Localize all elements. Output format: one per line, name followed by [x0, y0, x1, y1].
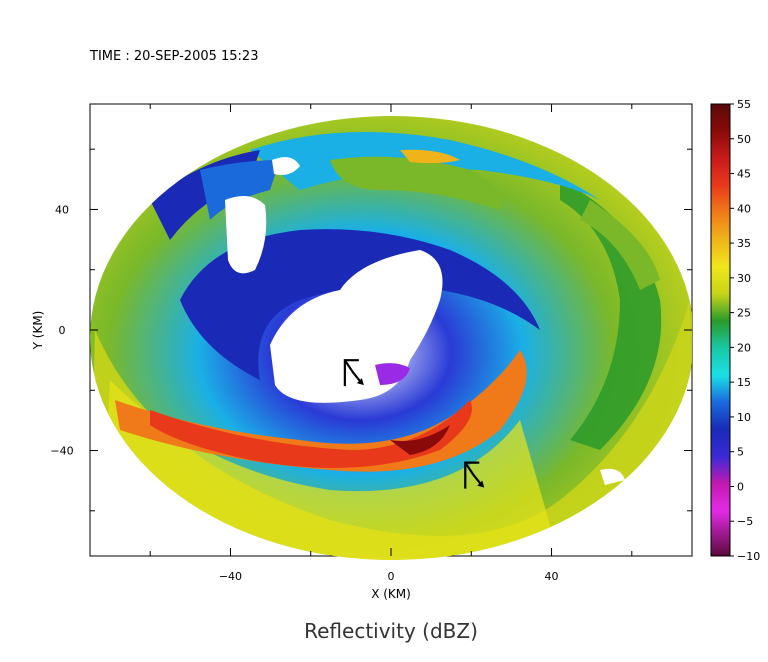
colorbar-tick-label: 0 — [737, 480, 744, 493]
colorbar-tick-label: 15 — [737, 376, 751, 389]
colorbar-tick-label: 30 — [737, 272, 751, 285]
chart-title: Reflectivity (dBZ) — [304, 619, 478, 643]
colorbar-tick-label: −10 — [737, 550, 760, 563]
colorbar-tick-label: 10 — [737, 411, 751, 424]
storm-center-marker — [343, 359, 364, 387]
secondary-marker — [464, 461, 485, 489]
x-axis-ticks: −40 0 40 — [149, 104, 633, 583]
colorbar — [710, 103, 731, 557]
colorbar-tick-label: 40 — [737, 202, 751, 215]
x-axis-label: X (KM) — [371, 587, 411, 601]
colorbar-tick-label: 35 — [737, 237, 751, 250]
colorbar-tick-label: 20 — [737, 341, 751, 354]
y-axis-ticks: 40 0 −40 — [50, 148, 692, 512]
colorbar-tick-label: 45 — [737, 168, 751, 181]
colorbar-tick-label: 50 — [737, 133, 751, 146]
radar-reflectivity-field — [90, 116, 694, 560]
y-tick-label: 40 — [55, 203, 69, 216]
x-tick-label: 0 — [388, 570, 395, 583]
colorbar-tick-label: 25 — [737, 307, 751, 320]
colorbar-tick-label: −5 — [737, 515, 753, 528]
x-tick-label: −40 — [219, 570, 242, 583]
y-tick-label: −40 — [50, 445, 73, 458]
colorbar-tick-label: 5 — [737, 446, 744, 459]
time-label: TIME : 20-SEP-2005 15:23 — [89, 49, 258, 64]
markers-layer — [343, 359, 485, 489]
colorbar-tick-label: 55 — [737, 98, 751, 111]
y-axis-label: Y (KM) — [31, 311, 45, 351]
y-tick-label: 0 — [59, 324, 66, 337]
x-tick-label: 40 — [545, 570, 559, 583]
